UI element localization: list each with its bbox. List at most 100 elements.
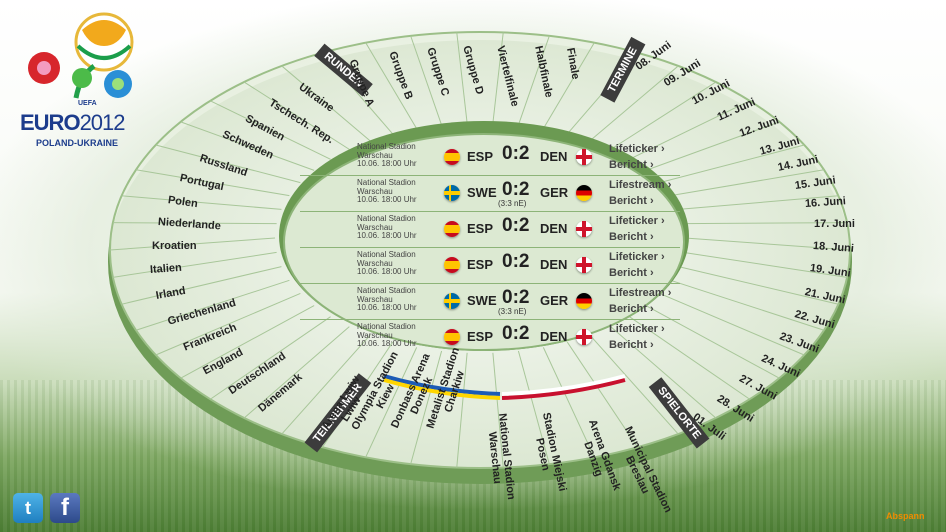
live-link[interactable]: Lifeticker › bbox=[609, 323, 665, 335]
ring-spoke bbox=[456, 32, 468, 124]
date-item[interactable]: 17. Juni bbox=[814, 218, 855, 230]
match-venue: National Stadion Warschau 10.06. 18:00 Uhr bbox=[357, 322, 439, 349]
away-flag-icon bbox=[576, 221, 592, 237]
venue-city: Warschau bbox=[357, 258, 393, 268]
ring-spoke bbox=[456, 352, 468, 468]
ring-spoke bbox=[410, 350, 443, 465]
ring-spoke bbox=[678, 195, 839, 210]
live-link[interactable]: Lifestream › bbox=[609, 179, 672, 191]
venue-name: National Stadion bbox=[357, 286, 416, 295]
ring-spoke bbox=[678, 266, 839, 305]
report-link[interactable]: Bericht › bbox=[609, 339, 654, 351]
ring-spoke bbox=[610, 81, 717, 150]
live-link[interactable]: Lifeticker › bbox=[609, 251, 665, 263]
ring-spoke bbox=[629, 316, 751, 400]
match-score: 0:2 bbox=[502, 179, 530, 200]
home-team-code: ESP bbox=[467, 329, 494, 344]
match-score: 0:2 bbox=[502, 323, 530, 344]
match-venue: National Stadion Warschau 10.06. 18:00 Uhr bbox=[357, 286, 439, 313]
venue-city: Warschau bbox=[357, 330, 393, 340]
ring-spoke bbox=[365, 347, 418, 458]
ring-spoke bbox=[243, 81, 350, 150]
match-divider bbox=[300, 175, 680, 176]
home-team-code: SWE bbox=[467, 185, 497, 200]
match-venue: National Stadion Warschau 10.06. 18:00 Uhr bbox=[357, 142, 439, 169]
report-link[interactable]: Bericht › bbox=[609, 267, 654, 279]
home-flag-icon bbox=[444, 185, 460, 201]
ring-spoke bbox=[645, 305, 780, 379]
live-link[interactable]: Lifeticker › bbox=[609, 215, 665, 227]
match-row: National Stadion Warschau 10.06. 18:00 Uhr… bbox=[297, 285, 679, 318]
ring-spoke bbox=[243, 326, 350, 419]
report-link[interactable]: Bericht › bbox=[609, 159, 654, 171]
ring-spoke bbox=[135, 279, 290, 331]
report-link[interactable]: Bericht › bbox=[609, 303, 654, 315]
ring-spoke bbox=[645, 121, 780, 171]
match-divider bbox=[300, 283, 680, 284]
match-divider bbox=[300, 211, 680, 212]
ring-spoke bbox=[135, 169, 290, 197]
match-score: 0:2 bbox=[502, 143, 530, 164]
match-score: 0:2 bbox=[502, 215, 530, 236]
match-row: National Stadion Warschau 10.06. 18:00 Uhr… bbox=[297, 213, 679, 246]
poland-stripe-red bbox=[501, 378, 626, 400]
host-label: POLAND-UKRAINE bbox=[36, 138, 118, 148]
venue-name: National Stadion bbox=[357, 250, 416, 259]
ring-spoke bbox=[629, 100, 750, 160]
facebook-icon[interactable]: f bbox=[50, 493, 80, 523]
away-flag-icon bbox=[576, 149, 592, 165]
away-team-code: DEN bbox=[540, 257, 568, 272]
away-flag-icon bbox=[576, 185, 592, 201]
match-time: 10.06. 18:00 Uhr bbox=[357, 303, 417, 312]
team-item[interactable]: Kroatien bbox=[152, 240, 197, 252]
match-time: 10.06. 18:00 Uhr bbox=[357, 231, 417, 240]
venue-city: Warschau bbox=[357, 150, 393, 160]
venue-name: National Stadion bbox=[357, 214, 416, 223]
venue-name: National Stadion bbox=[357, 142, 416, 151]
match-score: 0:2 bbox=[502, 287, 530, 308]
ring-spoke bbox=[542, 347, 595, 458]
ring-spoke bbox=[281, 334, 371, 435]
ring-spoke bbox=[517, 350, 550, 465]
away-team-code: DEN bbox=[540, 329, 568, 344]
home-team-code: ESP bbox=[467, 149, 494, 164]
home-team-code: SWE bbox=[467, 293, 497, 308]
match-row: National Stadion Warschau 10.06. 18:00 Uhr… bbox=[297, 177, 679, 210]
ring-spoke bbox=[155, 292, 301, 356]
away-flag-icon bbox=[576, 329, 592, 345]
ukraine-stripe-yellow bbox=[383, 378, 501, 400]
home-team-code: ESP bbox=[467, 221, 494, 236]
ring-spoke bbox=[112, 222, 277, 225]
ukraine-stripe bbox=[383, 374, 501, 396]
ring-spoke bbox=[209, 316, 331, 400]
team-item[interactable]: Italien bbox=[149, 261, 183, 276]
live-link[interactable]: Lifeticker › bbox=[609, 143, 665, 155]
match-score: 0:2 bbox=[502, 251, 530, 272]
ring-spoke bbox=[589, 65, 679, 142]
score-note: (3:3 nE) bbox=[498, 199, 527, 208]
poland-stripe-white bbox=[501, 374, 626, 396]
venue-city: Warschau bbox=[357, 222, 393, 232]
ring-spoke bbox=[109, 237, 276, 251]
match-row: National Stadion Warschau 10.06. 18:00 Uhr… bbox=[297, 141, 679, 174]
ring-spoke bbox=[180, 121, 315, 171]
away-team-code: GER bbox=[540, 185, 569, 200]
ring-spoke bbox=[492, 352, 504, 468]
report-link[interactable]: Bericht › bbox=[609, 195, 654, 207]
ring-spoke bbox=[589, 334, 679, 435]
abspann-link[interactable]: Abspann bbox=[886, 511, 925, 521]
match-venue: National Stadion Warschau 10.06. 18:00 Uhr bbox=[357, 178, 439, 205]
report-link[interactable]: Bericht › bbox=[609, 231, 654, 243]
away-team-code: DEN bbox=[540, 221, 568, 236]
home-flag-icon bbox=[444, 149, 460, 165]
match-time: 10.06. 18:00 Uhr bbox=[357, 339, 417, 348]
live-link[interactable]: Lifestream › bbox=[609, 287, 672, 299]
tournament-emblem-icon bbox=[28, 12, 134, 99]
home-flag-icon bbox=[444, 329, 460, 345]
ring-spoke bbox=[683, 222, 848, 225]
ring-spoke bbox=[517, 35, 550, 126]
match-row: National Stadion Warschau 10.06. 18:00 Uhr… bbox=[297, 321, 679, 354]
away-flag-icon bbox=[576, 257, 592, 273]
ring-spoke bbox=[410, 35, 443, 126]
twitter-icon[interactable]: t bbox=[13, 493, 43, 523]
